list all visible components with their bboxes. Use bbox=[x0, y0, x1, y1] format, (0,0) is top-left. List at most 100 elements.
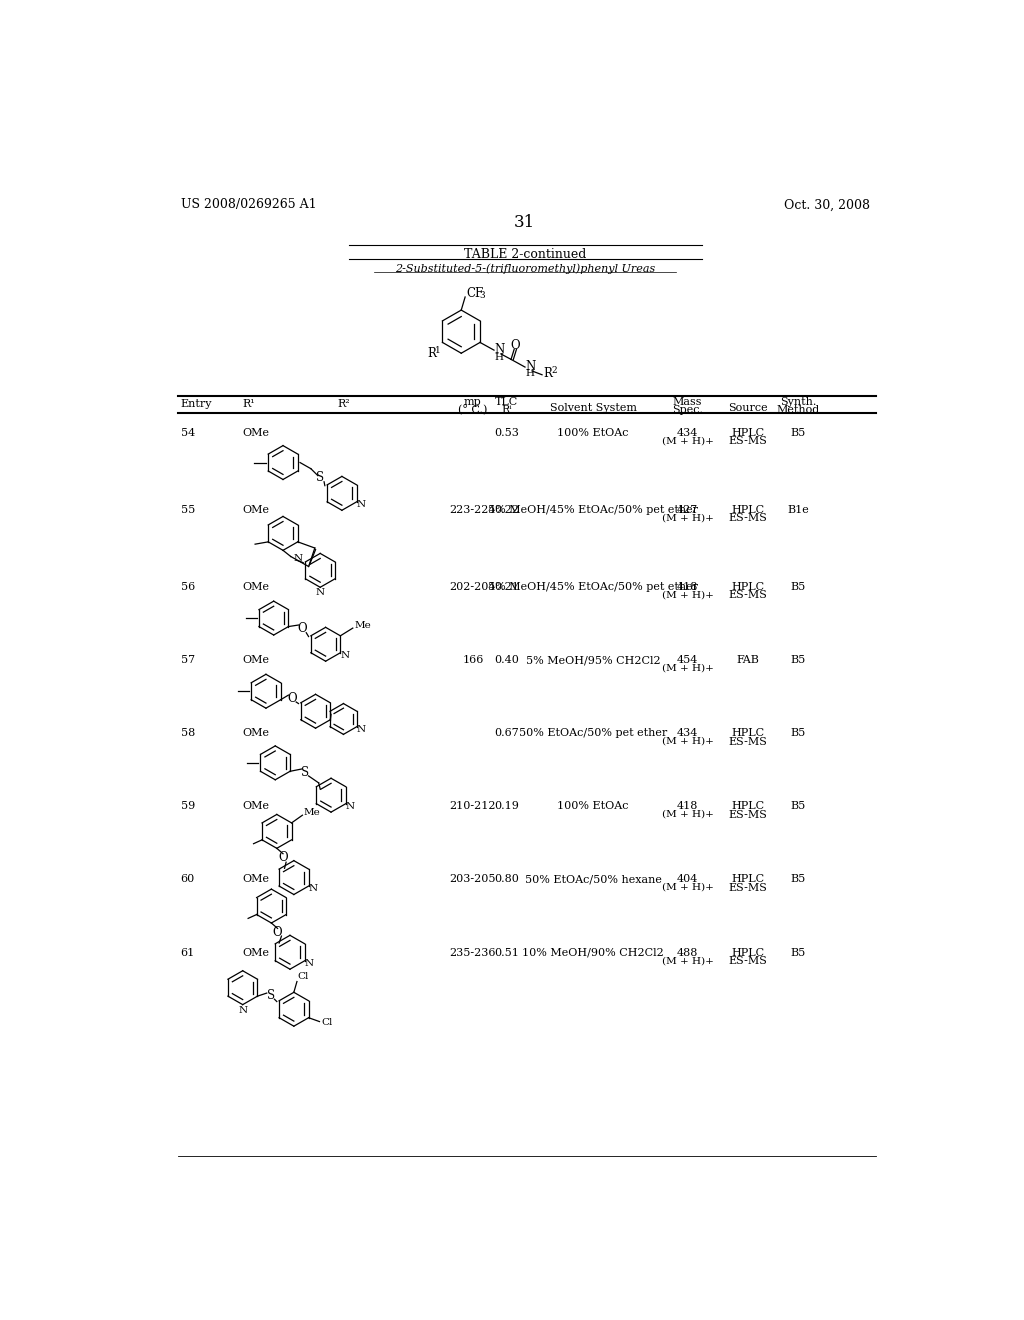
Text: R: R bbox=[427, 347, 436, 360]
Text: Synth.: Synth. bbox=[780, 397, 816, 407]
Text: 0.21: 0.21 bbox=[494, 582, 518, 591]
Text: OMe: OMe bbox=[243, 582, 269, 591]
Text: 418: 418 bbox=[677, 582, 698, 591]
Text: OMe: OMe bbox=[243, 875, 269, 884]
Text: FAB: FAB bbox=[736, 655, 760, 665]
Text: OMe: OMe bbox=[243, 729, 269, 738]
Text: 54: 54 bbox=[180, 428, 195, 438]
Text: 55: 55 bbox=[180, 506, 195, 515]
Text: 1: 1 bbox=[435, 346, 440, 355]
Text: OMe: OMe bbox=[243, 948, 269, 957]
Text: HPLC: HPLC bbox=[731, 801, 765, 812]
Text: B5: B5 bbox=[791, 582, 806, 591]
Text: H: H bbox=[525, 370, 535, 379]
Text: Source: Source bbox=[728, 404, 768, 413]
Text: B5: B5 bbox=[791, 729, 806, 738]
Text: 0.67: 0.67 bbox=[494, 729, 518, 738]
Text: S: S bbox=[316, 471, 325, 484]
Text: S: S bbox=[301, 766, 309, 779]
Text: 59: 59 bbox=[180, 801, 195, 812]
Text: ES-MS: ES-MS bbox=[728, 883, 767, 892]
Text: (M + H)+: (M + H)+ bbox=[662, 437, 714, 445]
Text: 166: 166 bbox=[462, 655, 483, 665]
Text: 210-212: 210-212 bbox=[450, 801, 496, 812]
Text: N: N bbox=[341, 651, 349, 660]
Text: O: O bbox=[510, 339, 520, 352]
Text: 488: 488 bbox=[677, 948, 698, 957]
Text: N: N bbox=[239, 1006, 247, 1015]
Text: (M + H)+: (M + H)+ bbox=[662, 664, 714, 672]
Text: Spec.: Spec. bbox=[672, 405, 703, 414]
Text: 5% MeOH/45% EtOAc/50% pet ether: 5% MeOH/45% EtOAc/50% pet ether bbox=[488, 582, 698, 591]
Text: OMe: OMe bbox=[243, 655, 269, 665]
Text: Solvent System: Solvent System bbox=[550, 404, 637, 413]
Text: HPLC: HPLC bbox=[731, 506, 765, 515]
Text: 31: 31 bbox=[514, 214, 536, 231]
Text: (M + H)+: (M + H)+ bbox=[662, 590, 714, 599]
Text: 434: 434 bbox=[677, 729, 698, 738]
Text: Me: Me bbox=[304, 808, 321, 817]
Text: N: N bbox=[305, 958, 314, 968]
Text: N: N bbox=[309, 884, 317, 894]
Text: O: O bbox=[298, 622, 307, 635]
Text: 3: 3 bbox=[479, 290, 484, 300]
Text: Cl: Cl bbox=[298, 973, 309, 981]
Text: OMe: OMe bbox=[243, 801, 269, 812]
Text: 58: 58 bbox=[180, 729, 195, 738]
Text: 100% EtOAc: 100% EtOAc bbox=[557, 428, 629, 438]
Text: 404: 404 bbox=[677, 875, 698, 884]
Text: TLC: TLC bbox=[495, 397, 518, 407]
Text: N: N bbox=[525, 360, 536, 372]
Text: R¹: R¹ bbox=[243, 399, 255, 409]
Text: HPLC: HPLC bbox=[731, 582, 765, 591]
Text: 2-Substituted-5-(trifluoromethyl)phenyl Ureas: 2-Substituted-5-(trifluoromethyl)phenyl … bbox=[394, 264, 655, 275]
Text: US 2008/0269265 A1: US 2008/0269265 A1 bbox=[180, 198, 316, 211]
Text: 418: 418 bbox=[677, 801, 698, 812]
Text: (M + H)+: (M + H)+ bbox=[662, 737, 714, 746]
Text: 0.53: 0.53 bbox=[494, 428, 518, 438]
Text: ES-MS: ES-MS bbox=[728, 956, 767, 966]
Text: B5: B5 bbox=[791, 801, 806, 812]
Text: 203-205: 203-205 bbox=[450, 875, 496, 884]
Text: Rⁱ: Rⁱ bbox=[501, 405, 511, 414]
Text: ES-MS: ES-MS bbox=[728, 437, 767, 446]
Text: O: O bbox=[288, 693, 297, 705]
Text: (M + H)+: (M + H)+ bbox=[662, 883, 714, 892]
Text: B1e: B1e bbox=[787, 506, 809, 515]
Text: 0.19: 0.19 bbox=[494, 801, 518, 812]
Text: 0.80: 0.80 bbox=[494, 875, 518, 884]
Text: (M + H)+: (M + H)+ bbox=[662, 810, 714, 818]
Text: 50% EtOAc/50% pet ether: 50% EtOAc/50% pet ether bbox=[519, 729, 667, 738]
Text: HPLC: HPLC bbox=[731, 875, 765, 884]
Text: HPLC: HPLC bbox=[731, 948, 765, 957]
Text: N: N bbox=[356, 500, 366, 510]
Text: 2: 2 bbox=[551, 366, 557, 375]
Text: Oct. 30, 2008: Oct. 30, 2008 bbox=[784, 198, 870, 211]
Text: O: O bbox=[272, 925, 283, 939]
Text: 57: 57 bbox=[180, 655, 195, 665]
Text: N: N bbox=[495, 343, 505, 356]
Text: HPLC: HPLC bbox=[731, 729, 765, 738]
Text: 50% EtOAc/50% hexane: 50% EtOAc/50% hexane bbox=[524, 875, 662, 884]
Text: B5: B5 bbox=[791, 875, 806, 884]
Text: B5: B5 bbox=[791, 428, 806, 438]
Text: Me: Me bbox=[354, 620, 371, 630]
Text: mp: mp bbox=[464, 397, 481, 407]
Text: O: O bbox=[279, 851, 288, 865]
Text: Mass: Mass bbox=[673, 397, 702, 407]
Text: 60: 60 bbox=[180, 875, 195, 884]
Text: HPLC: HPLC bbox=[731, 428, 765, 438]
Text: 100% EtOAc: 100% EtOAc bbox=[557, 801, 629, 812]
Text: 427: 427 bbox=[677, 506, 698, 515]
Text: 202-204: 202-204 bbox=[450, 582, 496, 591]
Text: (° C.): (° C.) bbox=[458, 405, 487, 416]
Text: H: H bbox=[495, 352, 504, 362]
Text: R: R bbox=[544, 367, 553, 380]
Text: S: S bbox=[266, 989, 274, 1002]
Text: 434: 434 bbox=[677, 428, 698, 438]
Text: (M + H)+: (M + H)+ bbox=[662, 956, 714, 965]
Text: 223-224: 223-224 bbox=[450, 506, 496, 515]
Text: N: N bbox=[357, 725, 367, 734]
Text: 0.51: 0.51 bbox=[494, 948, 518, 957]
Text: 61: 61 bbox=[180, 948, 195, 957]
